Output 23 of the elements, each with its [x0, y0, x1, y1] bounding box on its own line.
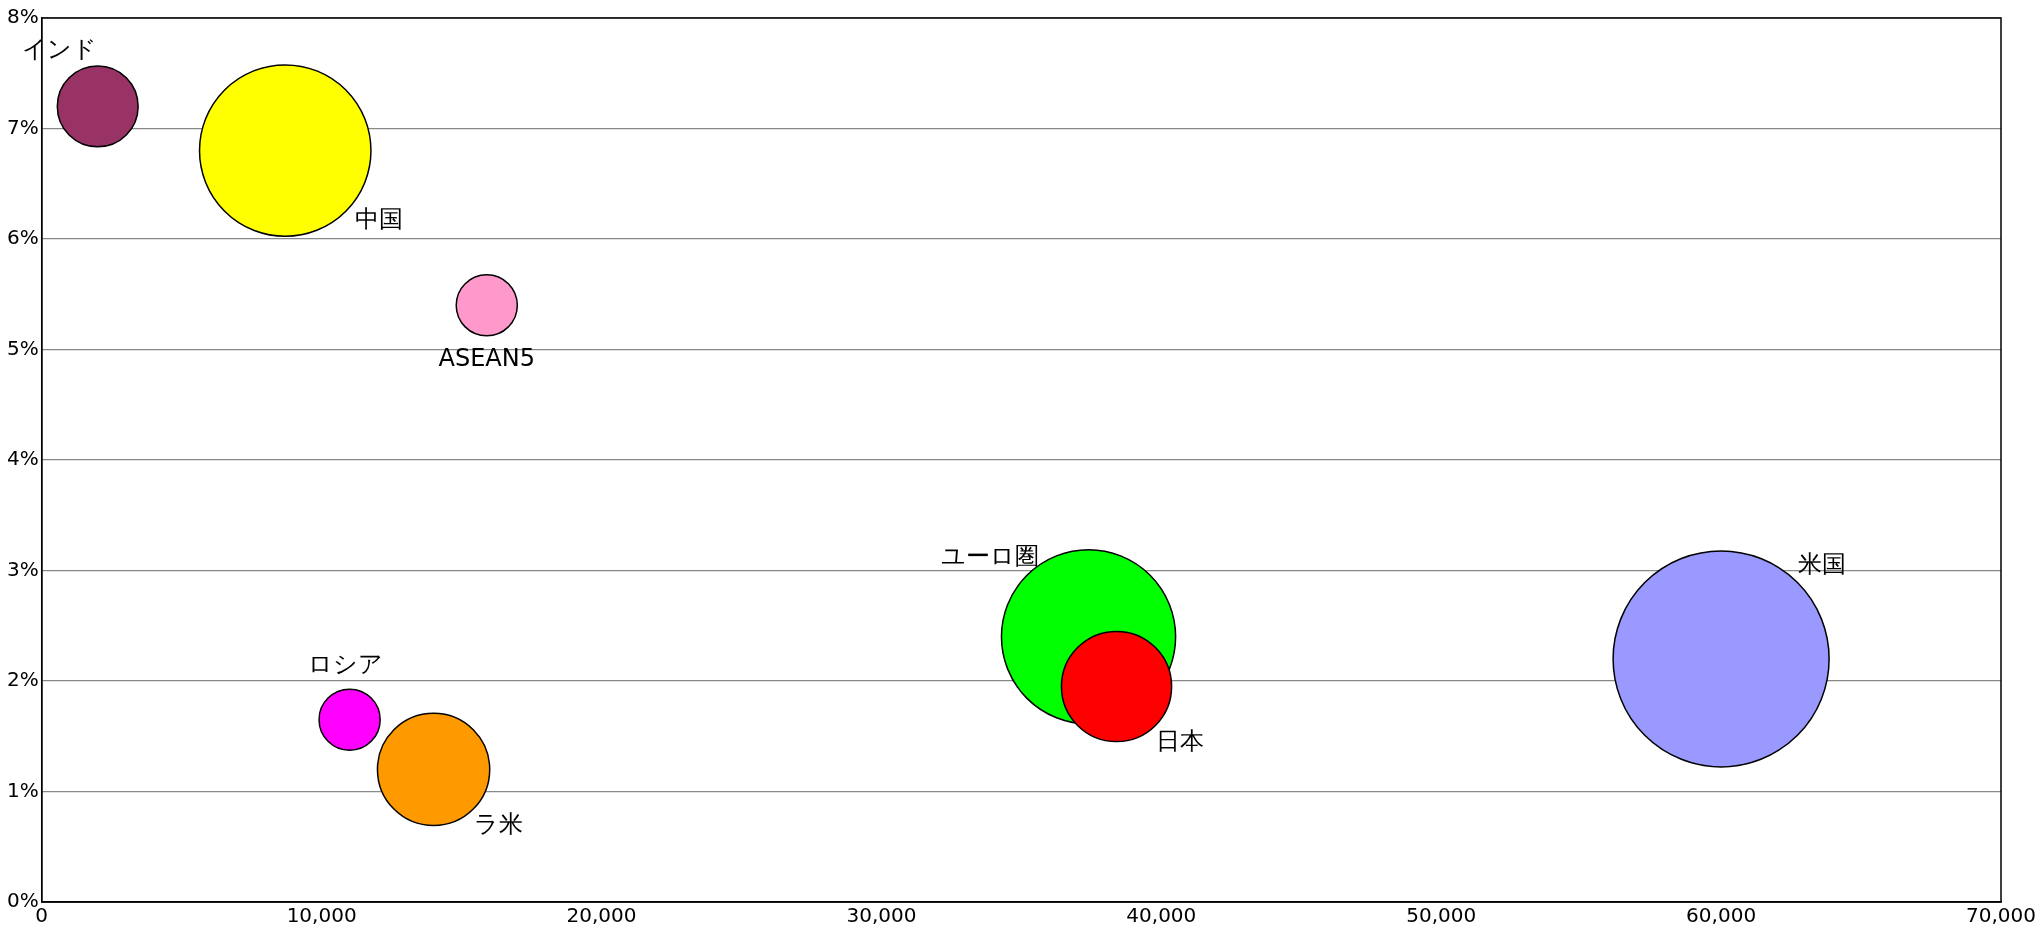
y-tick-label: 6%: [6, 225, 39, 250]
y-tick-label: 8%: [6, 4, 39, 29]
x-tick-label: 70,000: [1966, 903, 2036, 928]
series-label: ロシア: [307, 649, 383, 678]
y-tick-label: 4%: [6, 446, 39, 471]
series-label: ユーロ圏: [940, 542, 1039, 571]
series-label: インド: [21, 34, 97, 63]
series-label: 日本: [1156, 726, 1205, 755]
x-tick-label: 30,000: [846, 903, 917, 928]
x-tick-label: 10,000: [286, 903, 357, 928]
y-tick-label: 2%: [6, 667, 39, 692]
x-tick-label: 40,000: [1126, 903, 1197, 928]
x-tick-label: 50,000: [1406, 903, 1477, 928]
series-label: ASEAN5: [438, 344, 535, 373]
y-tick-label: 1%: [6, 777, 39, 802]
x-tick-label: 20,000: [566, 903, 637, 928]
series-label: 米国: [1798, 549, 1847, 578]
y-tick-label: 5%: [6, 335, 39, 360]
y-tick-label: 7%: [6, 114, 39, 139]
series-label: ラ米: [473, 810, 523, 839]
y-tick-label: 3%: [6, 556, 39, 581]
series-label: 中国: [354, 205, 403, 234]
x-tick-label: 60,000: [1686, 903, 1757, 928]
